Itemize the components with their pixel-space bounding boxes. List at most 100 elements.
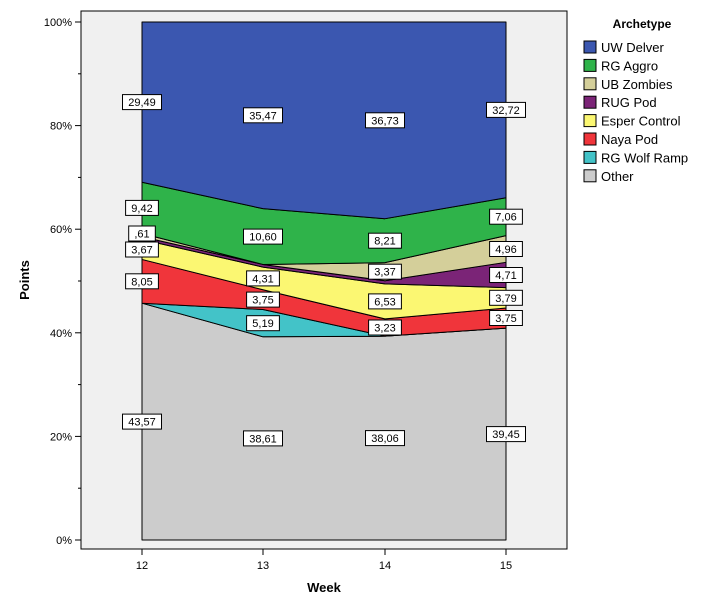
data-label: 3,79 — [489, 289, 523, 306]
y-axis-title: Points — [17, 260, 32, 300]
data-label-box — [365, 112, 405, 129]
legend-label: RUG Pod — [601, 95, 657, 110]
legend-item: Esper Control — [583, 114, 681, 129]
data-label: 32,72 — [486, 101, 526, 118]
data-label-box — [368, 319, 402, 336]
data-label: 3,23 — [368, 319, 402, 336]
data-label: 39,45 — [486, 426, 526, 443]
data-label: 35,47 — [243, 107, 283, 124]
data-label-text: 10,60 — [249, 232, 277, 244]
legend-item: UW Delver — [583, 40, 665, 55]
legend-item: Other — [583, 169, 634, 184]
data-label-box — [246, 291, 280, 308]
legend-item: UB Zombies — [583, 77, 673, 92]
data-label-text: 3,67 — [131, 245, 152, 257]
data-label-box — [122, 94, 162, 111]
data-label-box — [125, 241, 159, 258]
x-tick-label: 15 — [500, 560, 512, 572]
data-label-box — [368, 232, 402, 249]
data-label-text: 3,23 — [374, 323, 395, 335]
data-label-box — [489, 241, 523, 257]
legend-title: Archetype — [613, 17, 672, 31]
y-tick-label: 0% — [56, 535, 72, 547]
data-label-text: 4,71 — [495, 270, 516, 282]
area-other — [141, 302, 507, 541]
data-label-text: 39,45 — [492, 429, 520, 441]
legend-item: RG Wolf Ramp — [583, 150, 688, 165]
legend-label: Esper Control — [601, 114, 681, 129]
legend-swatch — [583, 169, 597, 183]
data-label: 4,71 — [489, 267, 523, 283]
legend-swatch — [583, 40, 597, 54]
legend-swatch — [583, 58, 597, 72]
data-label-box — [125, 273, 159, 290]
data-label-text: 3,79 — [495, 293, 516, 305]
data-label: ,61 — [128, 225, 156, 242]
legend-swatch — [583, 95, 597, 109]
x-tick-label: 12 — [136, 560, 148, 572]
data-label-text: 35,47 — [249, 110, 277, 122]
y-axis: 0% 20% 40% 60% 80% 100% — [44, 17, 82, 547]
data-label-text: 8,21 — [374, 236, 395, 248]
legend-item: RG Aggro — [583, 58, 658, 73]
y-tick-label: 60% — [50, 224, 72, 236]
legend-swatch — [583, 150, 597, 164]
x-tick-label: 13 — [257, 560, 269, 572]
data-label-box — [246, 270, 280, 287]
data-label-text: 36,73 — [371, 115, 399, 127]
y-tick-label: 80% — [50, 121, 72, 133]
legend-swatch — [583, 77, 597, 91]
data-label: 3,75 — [489, 310, 523, 326]
data-label: 8,05 — [125, 273, 159, 290]
data-label-text: 38,06 — [371, 433, 399, 445]
data-label: 43,57 — [122, 413, 162, 430]
legend-label: Naya Pod — [601, 132, 658, 147]
data-label-box — [486, 101, 526, 118]
data-label: 10,60 — [243, 228, 283, 245]
x-tick-label: 14 — [379, 560, 391, 572]
data-label-box — [243, 430, 283, 447]
legend-swatch — [583, 114, 597, 128]
data-label-text: ,61 — [134, 229, 149, 241]
data-label-box — [365, 430, 405, 447]
data-label-text: 3,75 — [252, 295, 273, 307]
data-label: 38,61 — [243, 430, 283, 447]
data-labels: 29,49 9,42 ,61 3,67 8,05 43,57 35,47 10,60 4,31 3… — [122, 94, 526, 447]
legend-label: RG Aggro — [601, 58, 658, 73]
data-label: 4,96 — [489, 241, 523, 257]
data-label-box — [128, 225, 156, 242]
area-uw-delver — [141, 21, 507, 220]
data-label: 3,67 — [125, 241, 159, 258]
legend-label: Other — [601, 169, 634, 184]
data-label-text: 43,57 — [128, 417, 156, 429]
data-label: 7,06 — [489, 208, 523, 225]
data-label-box — [489, 289, 523, 306]
data-label-text: 32,72 — [492, 105, 520, 117]
data-label-box — [489, 267, 523, 283]
data-label-box — [368, 293, 402, 310]
data-label-text: 29,49 — [128, 97, 156, 109]
data-label-box — [122, 413, 162, 430]
data-label-text: 5,19 — [252, 318, 273, 330]
data-label-box — [125, 199, 159, 216]
data-label: 3,37 — [368, 263, 402, 280]
area-layers — [141, 21, 507, 541]
data-label-box — [246, 315, 280, 332]
data-label-box — [243, 107, 283, 124]
data-label-box — [243, 228, 283, 245]
data-label: 36,73 — [365, 112, 405, 129]
data-label-box — [368, 263, 402, 280]
legend-swatch — [583, 132, 597, 146]
data-label: 6,53 — [368, 293, 402, 310]
data-label: 8,21 — [368, 232, 402, 249]
data-label-text: 7,06 — [495, 212, 516, 224]
y-tick-label: 100% — [44, 17, 72, 29]
y-tick-label: 40% — [50, 328, 72, 340]
legend-item: Naya Pod — [583, 132, 658, 147]
x-axis: 12 13 14 15 — [81, 548, 567, 572]
data-label-text: 9,42 — [131, 203, 152, 215]
data-label-text: 3,75 — [495, 313, 516, 325]
data-label-box — [489, 310, 523, 326]
data-label: 29,49 — [122, 94, 162, 111]
